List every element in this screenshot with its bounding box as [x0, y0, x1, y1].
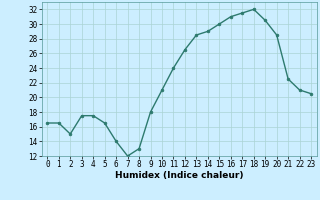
X-axis label: Humidex (Indice chaleur): Humidex (Indice chaleur) [115, 171, 244, 180]
